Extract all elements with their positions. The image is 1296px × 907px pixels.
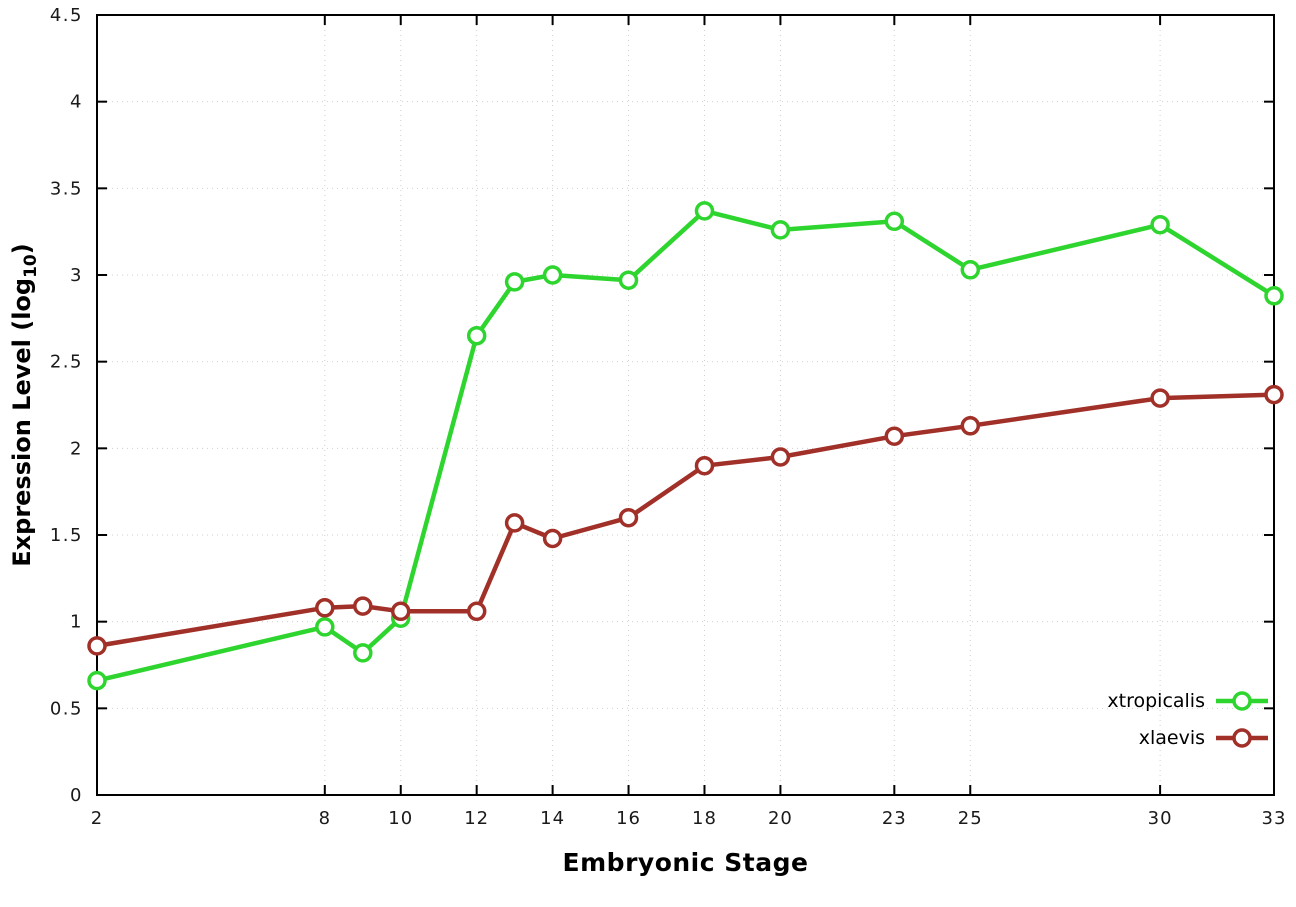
data-point bbox=[87, 636, 107, 656]
y-tick-label: 0 bbox=[70, 785, 83, 806]
x-tick-label: 12 bbox=[464, 808, 489, 829]
x-tick-label: 25 bbox=[958, 808, 983, 829]
x-tick-label: 18 bbox=[692, 808, 717, 829]
legend-marker bbox=[1232, 691, 1252, 711]
x-tick-label: 8 bbox=[319, 808, 331, 829]
y-tick-label: 1 bbox=[70, 612, 83, 633]
data-point bbox=[1150, 388, 1170, 408]
data-point bbox=[770, 220, 791, 240]
data-point bbox=[466, 601, 487, 622]
plot-border bbox=[96, 14, 1275, 796]
data-point bbox=[618, 507, 639, 528]
data-point bbox=[770, 447, 791, 467]
data-point bbox=[1150, 214, 1170, 235]
y-tick-label: 4 bbox=[70, 92, 83, 113]
data-point bbox=[960, 260, 981, 280]
data-point bbox=[353, 596, 373, 616]
legend-label: xlaevis bbox=[1139, 727, 1205, 749]
x-tick-label: 14 bbox=[540, 808, 565, 829]
data-point bbox=[466, 325, 487, 346]
data-point bbox=[618, 270, 639, 290]
x-tick-label: 23 bbox=[882, 808, 907, 829]
y-axis-title: Expression Level (log10) bbox=[8, 243, 41, 566]
y-tick-label: 4.5 bbox=[50, 5, 83, 26]
data-point bbox=[694, 201, 715, 221]
data-point bbox=[884, 426, 905, 446]
y-tick-label: 0.5 bbox=[50, 698, 83, 719]
x-tick-label: 33 bbox=[1262, 808, 1287, 829]
legend: xtropicalis xlaevis bbox=[1107, 690, 1268, 749]
legend-marker bbox=[1232, 728, 1252, 748]
axis-ticks: 2 8 10 12 14 16 18 20 23 25 30 33 0 0.5 1 1.5 2 2.5 3 3.5 4 4… bbox=[50, 5, 1287, 829]
x-tick-label: 2 bbox=[91, 808, 103, 829]
legend-entry-xlaevis: xlaevis bbox=[1139, 727, 1268, 749]
data-point bbox=[1264, 384, 1284, 405]
y-tick-label: 2 bbox=[70, 438, 83, 459]
data-point bbox=[960, 416, 981, 436]
data-point bbox=[353, 643, 373, 663]
series-points-xlaevis bbox=[87, 384, 1284, 656]
data-point bbox=[884, 211, 905, 232]
y-tick-label: 3 bbox=[70, 265, 83, 286]
legend-entry-xtropicalis: xtropicalis bbox=[1107, 690, 1268, 712]
legend-label: xtropicalis bbox=[1107, 690, 1205, 712]
data-point bbox=[315, 598, 335, 618]
series-line-xlaevis bbox=[94, 392, 1277, 649]
data-point bbox=[504, 272, 525, 292]
x-tick-label: 30 bbox=[1148, 808, 1173, 829]
data-point bbox=[694, 455, 715, 476]
y-tick-label: 2.5 bbox=[50, 352, 83, 373]
series-points-xtropicalis bbox=[87, 201, 1284, 691]
y-tick-label: 1.5 bbox=[50, 525, 83, 546]
data-point bbox=[542, 265, 563, 285]
grid bbox=[97, 15, 1274, 795]
data-point bbox=[315, 617, 335, 637]
data-point bbox=[390, 601, 411, 622]
data-point bbox=[1264, 286, 1284, 306]
y-tick-label: 3.5 bbox=[50, 178, 83, 199]
data-point bbox=[87, 670, 107, 691]
data-point bbox=[504, 513, 525, 533]
x-tick-label: 20 bbox=[768, 808, 793, 829]
x-tick-label: 10 bbox=[388, 808, 413, 829]
series-line-xtropicalis bbox=[94, 208, 1277, 683]
data-point bbox=[542, 528, 563, 549]
x-axis-title: Embryonic Stage bbox=[562, 848, 809, 877]
x-tick-label: 16 bbox=[616, 808, 641, 829]
